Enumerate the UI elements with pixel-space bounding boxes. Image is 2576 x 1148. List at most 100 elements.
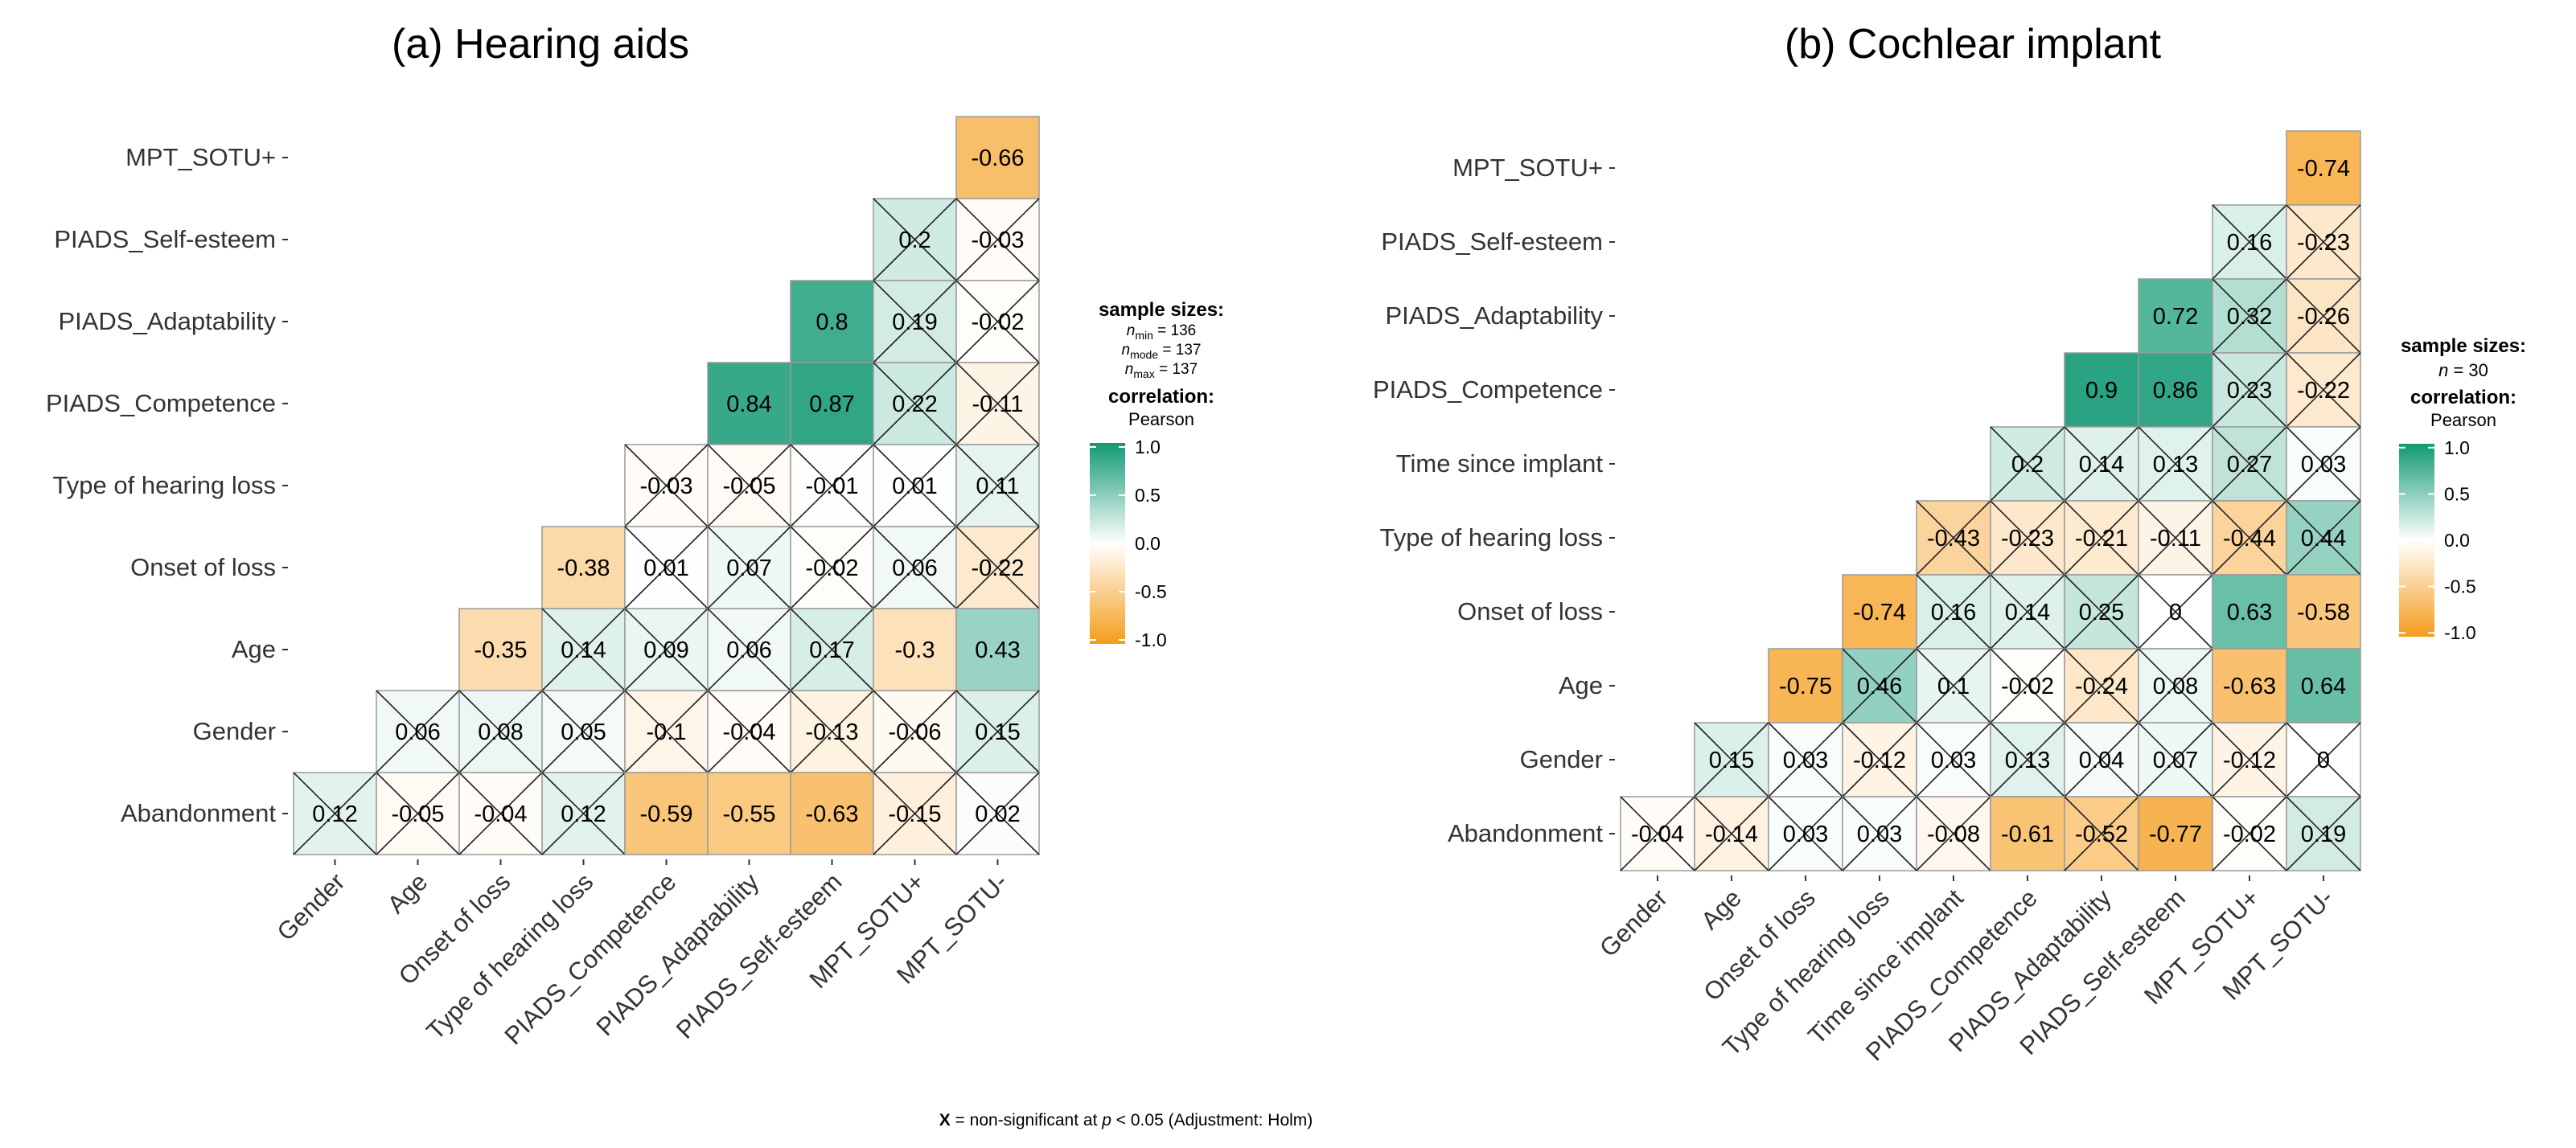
nonsig-cross-line: [2064, 574, 2139, 650]
cell-value: 0.44: [2301, 526, 2346, 551]
nonsig-cross-line: [1842, 722, 1917, 797]
nonsig-cross-line: [2286, 352, 2361, 428]
cell-value: 0.23: [2227, 378, 2272, 404]
row-label: Gender: [193, 717, 276, 745]
cell-value: 0.01: [892, 474, 937, 499]
nonsig-cross-line: [541, 608, 626, 691]
cell-value: 0.46: [1857, 674, 1902, 699]
nonsig-cross-line: [2286, 426, 2361, 502]
column-label: Gender: [272, 867, 351, 946]
column-label: Gender: [1594, 884, 1673, 962]
cell-value: -0.75: [1779, 674, 1832, 699]
cell-value: 0.14: [561, 638, 606, 663]
cell-value: -0.63: [2223, 674, 2276, 699]
cell-value: 0.22: [892, 392, 937, 417]
nonsig-cross-line: [2286, 204, 2361, 280]
heatmap-cell: [2286, 130, 2361, 206]
nonsig-cross-line: [2212, 722, 2287, 797]
cell-value: -0.05: [391, 802, 444, 827]
cell-value: 0.12: [561, 802, 606, 827]
nonsig-cross-line: [624, 526, 709, 609]
nonsig-cross-line: [2286, 722, 2361, 797]
nonsig-cross-line: [1916, 648, 1991, 724]
cell-value: 0.03: [1783, 748, 1828, 773]
cell-value: -0.08: [1927, 822, 1980, 847]
cell-value: 0.07: [726, 556, 771, 581]
nonsig-cross-line: [955, 772, 1040, 855]
cell-value: 0.14: [2079, 452, 2124, 478]
nonsig-cross-line: [707, 444, 791, 527]
legend-cochlear-implant: sample sizes: n = 30 correlation:Pearson 1.…: [2399, 335, 2526, 643]
nonsig-cross-line: [1694, 722, 1769, 797]
heatmap-cell: [2286, 648, 2361, 724]
cell-value: 0.08: [478, 720, 523, 745]
legend-method: Pearson: [2430, 410, 2496, 430]
row-label: Onset of loss: [1457, 597, 1603, 625]
cell-value: -0.06: [888, 720, 941, 745]
row-label: PIADS_Self-esteem: [54, 225, 276, 253]
heatmap-cell: [873, 608, 957, 691]
nonsig-cross-line: [873, 198, 957, 281]
nonsig-cross-line: [2212, 278, 2287, 354]
legend-method: Pearson: [1128, 409, 1194, 429]
legend-tick-label: 0.0: [1135, 533, 1161, 554]
heatmap-cell: [2138, 278, 2213, 354]
heatmap-cell: [790, 362, 874, 445]
cell-value: -0.22: [971, 556, 1024, 581]
cell-value: 0.15: [1709, 748, 1754, 773]
cell-value: -0.59: [639, 802, 692, 827]
cell-value: -0.23: [2001, 526, 2054, 551]
cell-value: 0.11: [976, 474, 1019, 499]
row-label: Type of hearing loss: [1380, 523, 1603, 551]
nonsig-cross-line: [790, 690, 874, 773]
row-label: Gender: [1520, 745, 1603, 773]
nonsig-cross-line: [1990, 500, 2065, 576]
legend-sample-heading: sample sizes:: [1099, 299, 1224, 321]
nonsig-cross-line: [2212, 796, 2287, 871]
nonsig-cross-line: [955, 198, 1040, 281]
cell-value: 0.14: [2005, 600, 2050, 625]
cell-value: -0.14: [1705, 822, 1758, 847]
nonsig-cross-line: [1768, 796, 1843, 871]
cell-value: 0.19: [2301, 822, 2346, 847]
legend-sample-line: nmin = 136: [1127, 322, 1197, 342]
nonsig-cross-line: [790, 608, 874, 691]
column-label: PIADS_Adaptability: [590, 867, 764, 1041]
cell-value: -0.63: [805, 802, 858, 827]
legend-sample-line: nmax = 137: [1125, 361, 1198, 380]
nonsig-cross-line: [2064, 648, 2139, 724]
nonsig-cross-line: [1768, 722, 1843, 797]
nonsig-cross-line: [624, 608, 709, 691]
heatmap-cell: [2064, 352, 2139, 428]
nonsig-cross-line: [873, 526, 957, 609]
cell-value: 0.04: [2079, 748, 2124, 773]
cell-value: -0.13: [805, 720, 858, 745]
nonsig-cross-line: [790, 444, 874, 527]
row-label: Abandonment: [1448, 819, 1603, 847]
cell-value: 0.17: [809, 638, 854, 663]
cell-value: 0.84: [726, 392, 771, 417]
nonsig-cross-line: [955, 690, 1040, 773]
nonsig-cross-line: [458, 772, 543, 855]
nonsig-cross-line: [707, 608, 791, 691]
legend-sample-line: n = 30: [2438, 360, 2488, 380]
nonsig-cross-line: [2138, 722, 2213, 797]
cell-value: 0.03: [2301, 452, 2346, 478]
nonsig-cross-line: [2212, 500, 2287, 576]
nonsig-cross-line: [2212, 352, 2287, 428]
row-label: MPT_SOTU+: [1452, 154, 1603, 182]
nonsig-cross-line: [873, 690, 957, 773]
panel-hearing-aids: (a) Hearing aids MPT_SOTU+ PIADS_Self-este…: [46, 21, 1040, 1050]
nonsig-cross-line: [2286, 796, 2361, 871]
cell-value: 0.43: [975, 638, 1020, 663]
cell-value: -0.58: [2297, 600, 2350, 625]
nonsig-cross-line: [2138, 574, 2213, 650]
cell-value: -0.52: [2075, 822, 2128, 847]
nonsig-cross-line: [790, 526, 874, 609]
nonsig-cross-line: [2212, 426, 2287, 502]
cell-value: -0.05: [722, 474, 775, 499]
cell-value: -0.43: [1927, 526, 1980, 551]
cell-value: 0.2: [898, 228, 931, 253]
